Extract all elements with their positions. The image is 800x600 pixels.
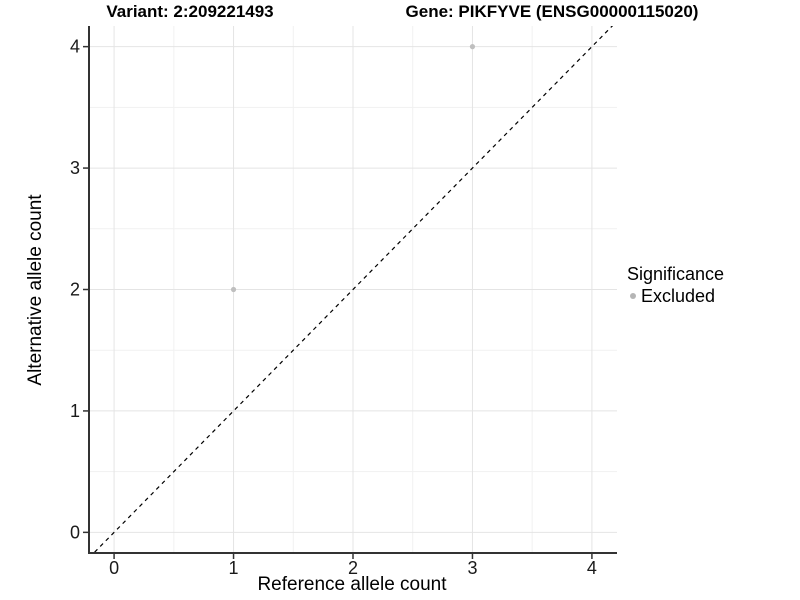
x-axis-title: Reference allele count: [257, 574, 447, 595]
legend-title: Significance: [627, 264, 725, 284]
x-tick-label: 3: [467, 558, 477, 578]
legend: Significance Excluded: [627, 263, 724, 307]
y-axis-title: Alternative allele count: [25, 194, 46, 386]
x-tick-label: 4: [587, 558, 597, 578]
x-tick-label: 0: [109, 558, 119, 578]
plot-title-variant: Variant: 2:209221493: [106, 2, 274, 21]
y-tick-label: 2: [70, 280, 80, 300]
y-tick-label: 0: [70, 522, 80, 542]
legend-point-swatch-icon: [630, 293, 636, 299]
x-tick-label: 1: [229, 558, 239, 578]
legend-entry: Excluded: [627, 285, 724, 307]
x-tick-label: 2: [348, 558, 358, 578]
plot-title-gene: Gene: PIKFYVE (ENSG00000115020): [405, 2, 699, 21]
data-point: [230, 286, 237, 293]
y-tick-label: 1: [70, 401, 80, 421]
identity-line: [92, 26, 614, 553]
y-tick-label: 3: [70, 158, 80, 178]
data-point: [469, 44, 476, 50]
y-tick-label: 4: [70, 37, 80, 57]
legend-entry-label: Excluded: [641, 286, 716, 306]
